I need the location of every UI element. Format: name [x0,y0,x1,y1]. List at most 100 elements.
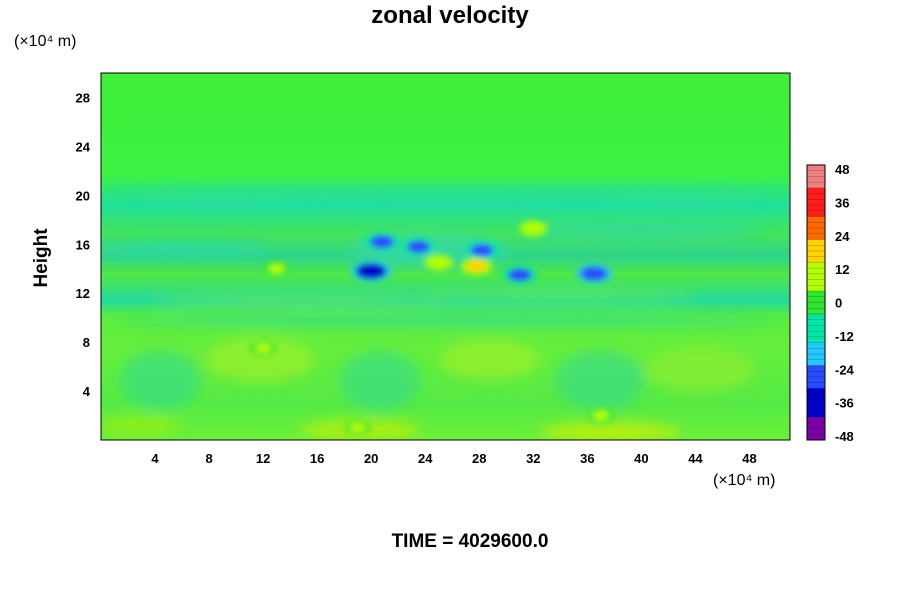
heatmap-feature [470,244,494,257]
colorbar-band [807,233,825,240]
colorbar-band [807,417,825,424]
heatmap-feature [507,268,532,282]
x-tick-label: 44 [688,451,703,466]
colorbar-band [807,308,825,315]
colorbar-tick-label: -24 [835,362,855,377]
colorbar-tick-label: 48 [835,162,849,177]
x-tick-label: 36 [580,451,594,466]
heatmap-feature [268,263,285,274]
colorbar-band [807,313,825,320]
colorbar-band [807,405,825,412]
plot-frame [100,72,791,441]
colorbar-band [807,239,825,246]
colorbar-band [807,348,825,355]
x-tick-label: 8 [205,451,212,466]
heatmap-feature [350,423,366,433]
colorbar-band [807,388,825,395]
colorbar-band [807,170,825,177]
x-tick-label: 16 [310,451,324,466]
y-tick-label: 28 [76,90,90,105]
colorbar-band [807,250,825,257]
colorbar-tick-label: 12 [835,262,849,277]
colorbar-tick-label: -48 [835,429,854,444]
colorbar-band [807,205,825,212]
heatmap-feature [406,240,430,253]
colorbar-band [807,319,825,326]
colorbar-band [807,325,825,332]
x-tick-label: 40 [634,451,648,466]
heatmap-feature [255,343,271,353]
heatmap-feature [524,223,542,234]
heatmap-field [101,73,790,440]
colorbar-frame [806,164,826,441]
x-tick-label: 32 [526,451,540,466]
colorbar-band [807,193,825,200]
colorbar-tick-label: -36 [835,396,854,411]
colorbar-band [807,422,825,429]
colorbar-band [807,273,825,280]
colorbar-band [807,428,825,435]
colorbar-tick-labels: 48 36 24 12 0 -12 -24 -36 -48 [835,162,855,444]
heatmap-feature [429,257,448,268]
colorbar-band [807,222,825,229]
colorbar-band [807,182,825,189]
y-tick-label: 4 [83,384,91,399]
colorbar-band [807,382,825,389]
colorbar-band [807,199,825,206]
colorbar-band [807,279,825,286]
x-tick-label: 28 [472,451,486,466]
colorbar-band [807,176,825,183]
colorbar-band [807,165,825,172]
y-tick-label: 20 [76,188,90,203]
y-tick-label: 16 [76,237,90,252]
heatmap-feature [370,235,395,249]
colorbar-band [807,331,825,338]
colorbar-band [807,302,825,309]
colorbar-band [807,354,825,361]
chart-title: zonal velocity [371,2,529,29]
colorbar-band [807,371,825,378]
heatmap-feature [592,410,609,421]
y-tick-labels: 4 8 12 16 20 24 28 [76,90,91,399]
colorbar-band [807,210,825,217]
heatmap-feature [466,260,488,273]
colorbar-band [807,365,825,372]
time-label: TIME = 4029600.0 [391,531,549,552]
y-tick-label: 8 [83,335,90,350]
colorbar-tick-label: 36 [835,195,849,210]
x-tick-label: 4 [151,451,159,466]
colorbar-band [807,376,825,384]
colorbar-band [807,291,825,298]
colorbar-band [807,187,825,194]
y-tick-label: 12 [76,286,90,301]
x-tick-label: 24 [418,451,433,466]
heatmap-feature [356,263,387,279]
heatmap-features [249,220,615,436]
colorbar-band [807,256,825,263]
colorbar-band [807,268,825,275]
colorbar [806,164,826,441]
x-tick-label: 12 [256,451,270,466]
colorbar-tick-label: 0 [835,296,842,311]
colorbar-band [807,411,825,418]
colorbar-band [807,245,825,252]
colorbar-tick-label: -12 [835,329,854,344]
y-axis-unit: (×10⁴ m) [14,33,77,50]
heatmap-feature [581,266,608,281]
colorbar-band [807,296,825,303]
colorbar-band [807,394,825,401]
colorbar-band [807,399,825,406]
x-tick-label: 20 [364,451,378,466]
colorbar-band [807,262,825,269]
x-tick-label: 48 [742,451,756,466]
colorbar-band [807,285,825,292]
x-tick-labels: 4 8 12 16 20 24 28 32 36 40 44 48 [151,451,756,466]
x-axis-unit: (×10⁴ m) [713,472,776,489]
colorbar-band [807,336,825,343]
colorbar-band [807,228,825,235]
colorbar-band [807,359,825,366]
colorbar-band [807,342,825,349]
colorbar-band [807,216,825,223]
colorbar-band [807,434,825,441]
